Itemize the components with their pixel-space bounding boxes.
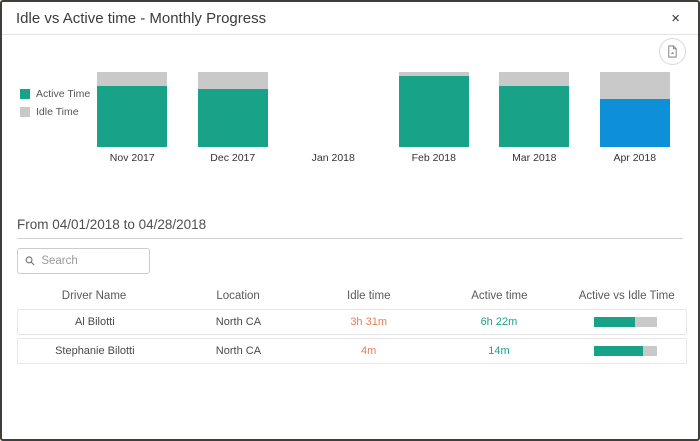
driver-name: Al Bilotti: [74, 316, 115, 328]
export-chart-button[interactable]: [659, 38, 686, 65]
active-vs-idle-bar: [594, 317, 658, 327]
x-label: Jan 2018: [311, 152, 355, 164]
x-label: Feb 2018: [411, 152, 456, 164]
table-header-row: Driver Name Location Idle time Active ti…: [17, 286, 687, 306]
legend-item-idle: Idle Time: [20, 106, 90, 118]
search-icon: [25, 256, 35, 266]
dialog-header: Idle vs Active time - Monthly Progress ×: [2, 2, 698, 35]
active-vs-idle-bar: [594, 346, 658, 356]
active-segment: [499, 86, 570, 147]
active-ratio-fill: [594, 317, 635, 327]
close-icon[interactable]: ×: [671, 9, 680, 27]
x-label: Dec 2017: [210, 152, 256, 164]
active-time-swatch: [20, 89, 30, 99]
dialog-title: Idle vs Active time - Monthly Progress: [16, 9, 267, 27]
active-time-value: 6h 22m: [480, 316, 518, 328]
col-idle-time: Idle time: [347, 290, 391, 302]
chart-legend: Active Time Idle Time: [20, 88, 90, 124]
legend-label: Idle Time: [36, 106, 79, 118]
idle-segment: [398, 72, 469, 76]
monthly-progress-chart: Active Time Idle Time: [2, 62, 698, 195]
active-ratio-fill: [594, 346, 644, 356]
search-box[interactable]: [17, 248, 150, 274]
idle-segment: [197, 72, 268, 89]
date-range-heading: From 04/01/2018 to 04/28/2018: [17, 217, 683, 239]
idle-segment: [97, 72, 168, 86]
active-vs-idle-cell: [566, 310, 686, 334]
table-row[interactable]: Stephanie Bilotti North CA 4m 14m: [17, 338, 687, 364]
active-time-value: 14m: [488, 345, 510, 357]
chart-x-axis-labels: Nov 2017 Dec 2017 Jan 2018 Feb 2018 Mar …: [82, 152, 685, 164]
location: North CA: [215, 345, 262, 357]
search-input[interactable]: [41, 255, 142, 267]
idle-time-value: 4m: [361, 345, 377, 357]
col-location: Location: [216, 290, 260, 302]
col-driver-name: Driver Name: [61, 290, 127, 302]
bar-nov-2017[interactable]: [82, 72, 183, 147]
col-active-time: Active time: [471, 290, 528, 302]
idle-time-value: 3h 31m: [350, 316, 388, 328]
idle-time-swatch: [20, 107, 30, 117]
active-segment: [398, 75, 469, 147]
location: North CA: [215, 316, 262, 328]
bar-jan-2018[interactable]: [283, 72, 384, 147]
legend-item-active: Active Time: [20, 88, 90, 100]
active-vs-idle-cell: [566, 339, 686, 363]
chart-bars: [82, 72, 685, 147]
idle-segment: [499, 72, 570, 87]
idle-segment: [599, 72, 670, 99]
bar-mar-2018[interactable]: [484, 72, 585, 147]
driver-name: Stephanie Bilotti: [55, 345, 135, 357]
bar-feb-2018[interactable]: [384, 72, 485, 147]
export-image-icon: [668, 45, 677, 58]
active-segment: [599, 99, 670, 147]
x-label: Nov 2017: [109, 152, 155, 164]
col-active-vs-idle: Active vs Idle Time: [578, 290, 675, 302]
bar-apr-2018-selected[interactable]: [585, 72, 686, 147]
active-segment: [197, 88, 268, 147]
x-label: Mar 2018: [512, 152, 557, 164]
x-label: Apr 2018: [613, 152, 657, 164]
active-segment: [97, 85, 168, 147]
legend-label: Active Time: [36, 88, 91, 100]
table-row[interactable]: Al Bilotti North CA 3h 31m 6h 22m: [17, 309, 687, 335]
bar-dec-2017[interactable]: [183, 72, 284, 147]
